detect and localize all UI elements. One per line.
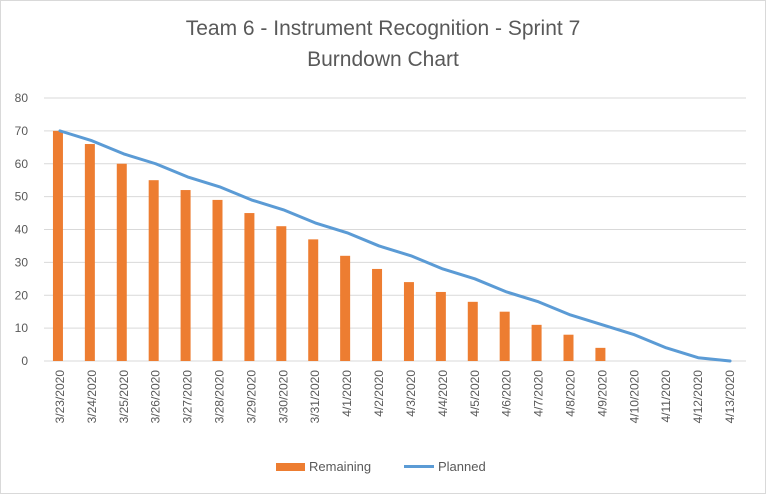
legend-item-planned: Planned — [404, 459, 486, 474]
remaining-bar-10 — [372, 268, 383, 361]
y-tick-label: 70 — [15, 124, 29, 138]
y-tick-label: 40 — [15, 223, 29, 237]
legend-item-remaining: Remaining — [276, 459, 371, 474]
remaining-bar-1 — [84, 144, 95, 361]
y-tick-label: 30 — [15, 255, 29, 269]
remaining-bar-11 — [403, 282, 414, 361]
x-tick-label: 4/3/2020 — [404, 370, 418, 417]
y-tick-label: 0 — [21, 354, 28, 368]
y-tick-label: 20 — [15, 288, 29, 302]
x-tick-label: 4/4/2020 — [436, 370, 450, 417]
remaining-bar-12 — [435, 291, 446, 361]
x-tick-label: 3/27/2020 — [181, 370, 195, 424]
legend-swatch-planned — [404, 465, 434, 468]
x-tick-label: 4/6/2020 — [500, 370, 514, 417]
x-tick-label: 4/10/2020 — [627, 370, 641, 424]
y-tick-label: 50 — [15, 190, 29, 204]
x-tick-label: 3/26/2020 — [149, 370, 163, 424]
legend-label-planned: Planned — [438, 459, 486, 474]
legend-label-remaining: Remaining — [309, 459, 372, 474]
remaining-bar-15 — [531, 324, 542, 361]
x-tick-label: 4/1/2020 — [340, 370, 354, 417]
x-tick-label: 4/7/2020 — [532, 370, 546, 417]
chart-title-line1: Team 6 - Instrument Recognition - Sprint… — [185, 17, 581, 40]
remaining-bar-9 — [340, 255, 351, 361]
legend-swatch-remaining — [276, 462, 305, 471]
x-tick-label: 3/25/2020 — [117, 370, 131, 424]
remaining-bar-17 — [595, 347, 606, 361]
x-tick-label: 3/28/2020 — [213, 370, 227, 424]
x-tick-label: 4/13/2020 — [723, 370, 737, 424]
x-tick-label: 4/11/2020 — [659, 370, 673, 423]
remaining-bar-2 — [116, 163, 127, 361]
planned-line — [58, 129, 732, 363]
x-tick-label: 4/12/2020 — [691, 370, 705, 424]
remaining-bar-4 — [180, 190, 191, 361]
remaining-bar-7 — [276, 226, 287, 361]
remaining-bar-8 — [308, 239, 319, 361]
x-tick-label: 3/23/2020 — [53, 370, 67, 424]
remaining-bar-14 — [499, 311, 510, 361]
y-tick-label: 60 — [15, 157, 29, 171]
grid-lines — [44, 97, 746, 362]
x-tick-label: 4/8/2020 — [564, 370, 578, 417]
planned-line-layer — [58, 129, 732, 363]
y-tick-label: 80 — [15, 91, 29, 105]
x-tick-label: 3/30/2020 — [276, 370, 290, 424]
x-axis-tick-labels: 3/23/2020 3/24/2020 3/25/2020 3/26/2020 3/27… — [53, 370, 737, 424]
x-tick-label: 3/24/2020 — [85, 370, 99, 424]
x-tick-label: 4/2/2020 — [372, 370, 386, 417]
remaining-bar-16 — [563, 334, 574, 361]
remaining-bars — [52, 130, 606, 361]
x-tick-label: 3/31/2020 — [308, 370, 322, 424]
x-tick-label: 4/9/2020 — [595, 370, 609, 417]
chart-title-line2: Burndown Chart — [307, 48, 459, 71]
remaining-bar-5 — [212, 199, 223, 361]
x-tick-label: 3/29/2020 — [244, 370, 258, 424]
remaining-bar-0 — [52, 130, 63, 361]
remaining-bar-3 — [148, 180, 159, 361]
x-tick-label: 4/5/2020 — [468, 370, 482, 417]
y-axis-tick-labels: 0 10 20 30 40 50 60 70 80 — [15, 91, 29, 368]
remaining-bar-13 — [467, 301, 478, 361]
y-tick-label: 10 — [15, 321, 29, 335]
chart-legend: Remaining Planned — [0, 459, 766, 477]
remaining-bar-6 — [244, 213, 255, 361]
